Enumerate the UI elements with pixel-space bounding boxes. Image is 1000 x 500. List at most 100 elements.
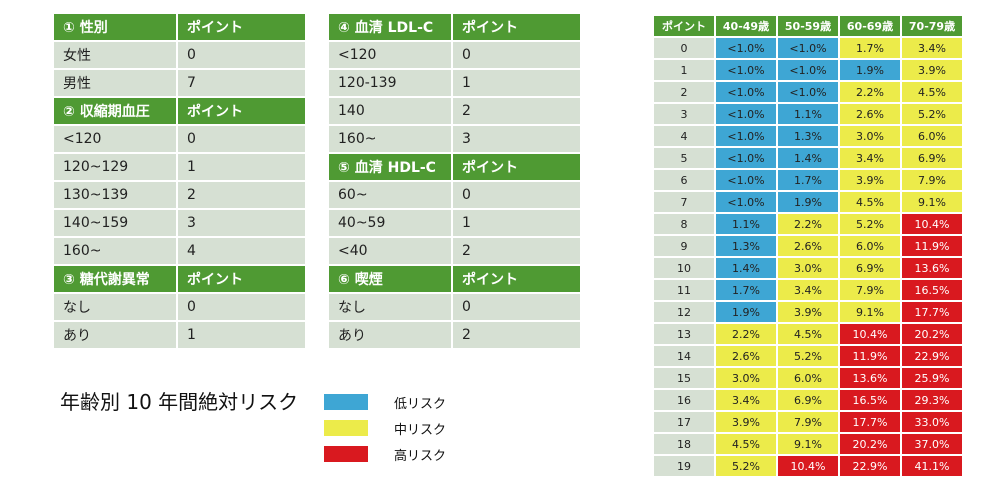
risk-value-cell: 1.1% xyxy=(778,104,838,124)
legend-label-mid: 中リスク xyxy=(394,423,447,438)
risk-row: 16 3.4% 6.9% 16.5% 29.3% xyxy=(654,390,962,410)
row-label: あり xyxy=(329,322,453,348)
risk-row: 1 <1.0% <1.0% 1.9% 3.9% xyxy=(654,60,962,80)
risk-points-cell: 0 xyxy=(654,38,714,58)
risk-value-cell: 3.4% xyxy=(902,38,962,58)
row-points: 2 xyxy=(453,238,580,264)
risk-value-cell: 2.6% xyxy=(716,346,776,366)
table-row: 130~139 2 xyxy=(54,182,305,208)
row-label: 160~ xyxy=(329,126,453,152)
table-row: <120 0 xyxy=(54,126,305,152)
chart-title: 年齢別 10 年間絶対リスク xyxy=(60,390,299,414)
row-points: 0 xyxy=(453,182,580,208)
risk-row: 5 <1.0% 1.4% 3.4% 6.9% xyxy=(654,148,962,168)
risk-value-cell: 6.0% xyxy=(778,368,838,388)
risk-points-cell: 15 xyxy=(654,368,714,388)
table-row: 160~ 4 xyxy=(54,238,305,264)
risk-value-cell: 1.7% xyxy=(778,170,838,190)
row-label: 140 xyxy=(329,98,453,124)
risk-value-cell: 1.9% xyxy=(840,60,900,80)
risk-value-cell: 5.2% xyxy=(778,346,838,366)
risk-value-cell: 3.0% xyxy=(778,258,838,278)
table-row: 120-139 1 xyxy=(329,70,580,96)
section-points-header: ポイント xyxy=(453,14,580,40)
risk-value-cell: 3.9% xyxy=(902,60,962,80)
risk-row: 2 <1.0% <1.0% 2.2% 4.5% xyxy=(654,82,962,102)
table-row: あり 2 xyxy=(329,322,580,348)
risk-points-cell: 14 xyxy=(654,346,714,366)
row-points: 7 xyxy=(178,70,305,96)
risk-value-cell: <1.0% xyxy=(716,38,776,58)
risk-value-cell: 1.7% xyxy=(840,38,900,58)
risk-value-cell: <1.0% xyxy=(716,104,776,124)
risk-value-cell: 2.2% xyxy=(716,324,776,344)
score-section-header: ③ 糖代謝異常 ポイント xyxy=(54,266,305,292)
risk-points-cell: 18 xyxy=(654,434,714,454)
legend-swatch-low xyxy=(324,394,368,410)
risk-value-cell: 6.9% xyxy=(778,390,838,410)
risk-row: 9 1.3% 2.6% 6.0% 11.9% xyxy=(654,236,962,256)
risk-row: 15 3.0% 6.0% 13.6% 25.9% xyxy=(654,368,962,388)
risk-row: 0 <1.0% <1.0% 1.7% 3.4% xyxy=(654,38,962,58)
score-table-right: ④ 血清 LDL-C ポイント <120 0 120-139 1 140 2 160~ 3 ⑤ 血清… xyxy=(329,12,580,350)
risk-row: 13 2.2% 4.5% 10.4% 20.2% xyxy=(654,324,962,344)
risk-row: 4 <1.0% 1.3% 3.0% 6.0% xyxy=(654,126,962,146)
risk-value-cell: 4.5% xyxy=(902,82,962,102)
section-title: ① 性別 xyxy=(54,14,178,40)
row-points: 0 xyxy=(178,42,305,68)
risk-value-cell: 7.9% xyxy=(778,412,838,432)
risk-value-cell: 22.9% xyxy=(840,456,900,476)
row-points: 1 xyxy=(178,322,305,348)
risk-value-cell: 1.7% xyxy=(716,280,776,300)
section-points-header: ポイント xyxy=(453,266,580,292)
row-label: 男性 xyxy=(54,70,178,96)
row-label: 140~159 xyxy=(54,210,178,236)
risk-value-cell: 9.1% xyxy=(778,434,838,454)
risk-value-cell: 1.3% xyxy=(716,236,776,256)
row-label: 120-139 xyxy=(329,70,453,96)
risk-value-cell: 37.0% xyxy=(902,434,962,454)
risk-value-cell: 20.2% xyxy=(840,434,900,454)
risk-value-cell: 5.2% xyxy=(840,214,900,234)
row-label: あり xyxy=(54,322,178,348)
risk-value-cell: 41.1% xyxy=(902,456,962,476)
risk-value-cell: 9.1% xyxy=(840,302,900,322)
risk-points-cell: 8 xyxy=(654,214,714,234)
risk-value-cell: 11.9% xyxy=(902,236,962,256)
risk-value-cell: 13.6% xyxy=(840,368,900,388)
row-label: なし xyxy=(54,294,178,320)
row-points: 1 xyxy=(453,210,580,236)
risk-points-cell: 6 xyxy=(654,170,714,190)
risk-value-cell: 16.5% xyxy=(902,280,962,300)
table-row: <40 2 xyxy=(329,238,580,264)
row-points: 0 xyxy=(178,126,305,152)
row-label: <120 xyxy=(329,42,453,68)
risk-value-cell: 17.7% xyxy=(902,302,962,322)
section-title: ④ 血清 LDL-C xyxy=(329,14,453,40)
risk-row: 3 <1.0% 1.1% 2.6% 5.2% xyxy=(654,104,962,124)
table-row: なし 0 xyxy=(329,294,580,320)
risk-row: 14 2.6% 5.2% 11.9% 22.9% xyxy=(654,346,962,366)
score-section-header: ⑤ 血清 HDL-C ポイント xyxy=(329,154,580,180)
risk-value-cell: <1.0% xyxy=(716,60,776,80)
risk-value-cell: 4.5% xyxy=(840,192,900,212)
risk-row: 18 4.5% 9.1% 20.2% 37.0% xyxy=(654,434,962,454)
risk-value-cell: 5.2% xyxy=(902,104,962,124)
risk-value-cell: 1.9% xyxy=(716,302,776,322)
risk-points-cell: 19 xyxy=(654,456,714,476)
risk-header-age: 60-69歳 xyxy=(840,16,900,36)
risk-value-cell: 17.7% xyxy=(840,412,900,432)
risk-points-cell: 10 xyxy=(654,258,714,278)
risk-value-cell: 3.0% xyxy=(840,126,900,146)
row-points: 3 xyxy=(453,126,580,152)
row-label: 40~59 xyxy=(329,210,453,236)
table-row: 140~159 3 xyxy=(54,210,305,236)
risk-value-cell: <1.0% xyxy=(716,192,776,212)
table-row: 女性 0 xyxy=(54,42,305,68)
risk-points-cell: 5 xyxy=(654,148,714,168)
section-title: ⑥ 喫煙 xyxy=(329,266,453,292)
legend-swatch-mid xyxy=(324,420,368,436)
risk-value-cell: 3.9% xyxy=(778,302,838,322)
risk-points-cell: 4 xyxy=(654,126,714,146)
risk-points-cell: 7 xyxy=(654,192,714,212)
